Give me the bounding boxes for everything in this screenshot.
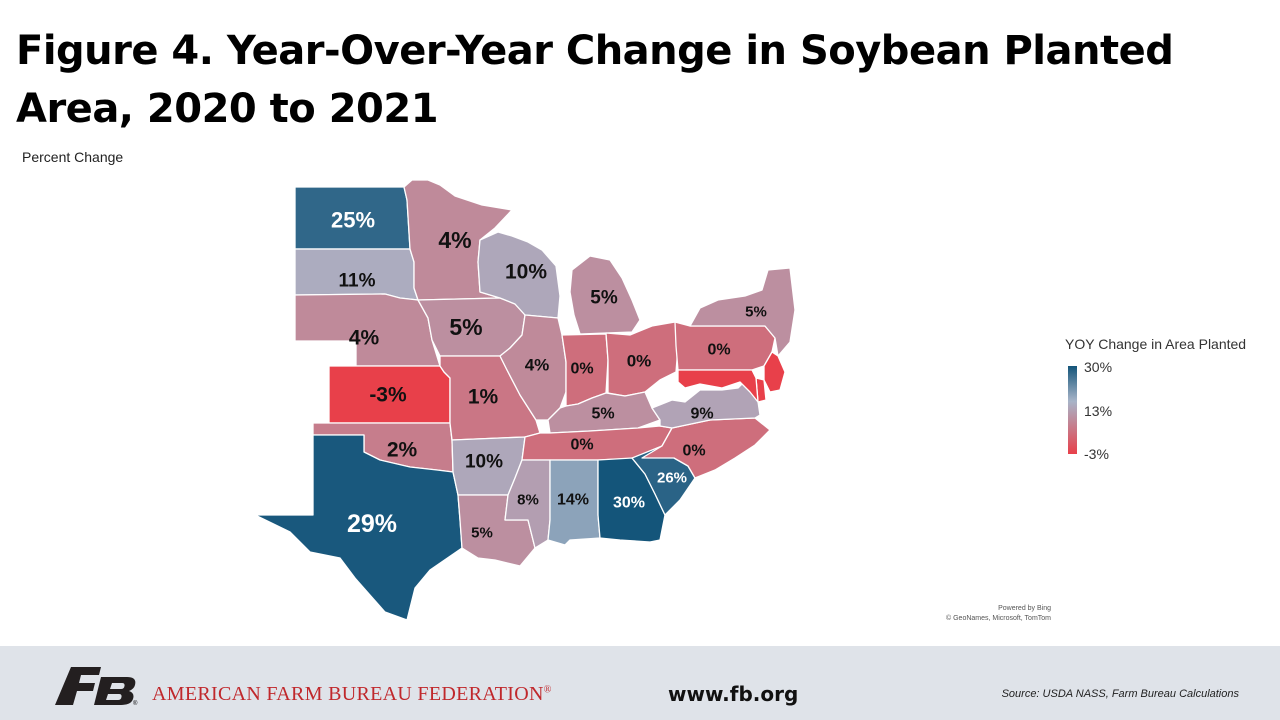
map-credit: Powered by Bing © GeoNames, Microsoft, T… [900,604,1051,624]
state-label-ne: 4% [349,327,380,350]
state-label-ok: 2% [387,439,418,462]
state-label-sc: 26% [657,470,687,487]
fb-logo-icon: ® [55,667,138,707]
map-credit-line2: © GeoNames, Microsoft, TomTom [946,615,1051,622]
state-wi [477,231,561,319]
state-ny [689,267,796,357]
map-subtitle: Percent Change [22,149,124,165]
state-mi [569,255,641,335]
state-label-ky: 5% [591,406,614,423]
state-label-tn: 0% [570,437,593,454]
state-label-ar: 10% [465,452,503,473]
state-label-ga: 30% [613,495,645,512]
state-label-la: 5% [471,525,493,542]
state-md [677,369,759,403]
state-label-wi: 10% [505,261,547,284]
svg-text:®: ® [133,700,138,707]
state-label-in: 0% [570,361,593,378]
state-label-il: 4% [525,356,550,375]
map-credit-line1: Powered by Bing [998,605,1051,612]
website-link[interactable]: www.fb.org [668,682,799,706]
state-label-sd: 11% [339,271,376,292]
legend-max-label: 30% [1084,359,1113,375]
legend-title: YOY Change in Area Planted [1065,336,1247,352]
state-oh [605,321,679,397]
state-tx [254,434,463,621]
footer-bar: ® AMERICAN FARM BUREAU FEDERATION® www.f… [0,646,1280,720]
soybean-choropleth-map: 25% 11% 4% -3% 2% 29% 4% 5% 1% 10% 5% 10% 4% 5% 0% 0% 5%… [254,179,796,621]
state-label-va: 9% [690,406,713,423]
state-label-nd: 25% [331,208,375,233]
state-label-mn: 4% [438,227,471,253]
state-label-mi: 5% [590,288,618,309]
source-note: Source: USDA NASS, Farm Bureau Calculati… [1001,688,1239,700]
state-label-ny: 5% [745,304,767,321]
state-label-ia: 5% [449,314,482,340]
state-nj [763,351,786,393]
legend-mid-label: 13% [1084,403,1113,419]
legend-color-scale [1068,366,1077,454]
state-label-nc: 0% [682,443,705,460]
trademark-symbol: ® [543,684,552,696]
state-label-al: 14% [557,492,589,509]
state-label-oh: 0% [627,352,652,371]
organization-name: AMERICAN FARM BUREAU FEDERATION® [152,683,552,705]
page-title: Figure 4. Year-Over-Year Change in Soybe… [16,28,1174,132]
state-label-pa: 0% [707,342,730,359]
state-label-mo: 1% [468,386,499,409]
state-label-ms: 8% [517,492,539,509]
legend-min-label: -3% [1084,446,1109,462]
state-label-tx: 29% [347,510,397,538]
state-label-ks: -3% [369,384,407,407]
